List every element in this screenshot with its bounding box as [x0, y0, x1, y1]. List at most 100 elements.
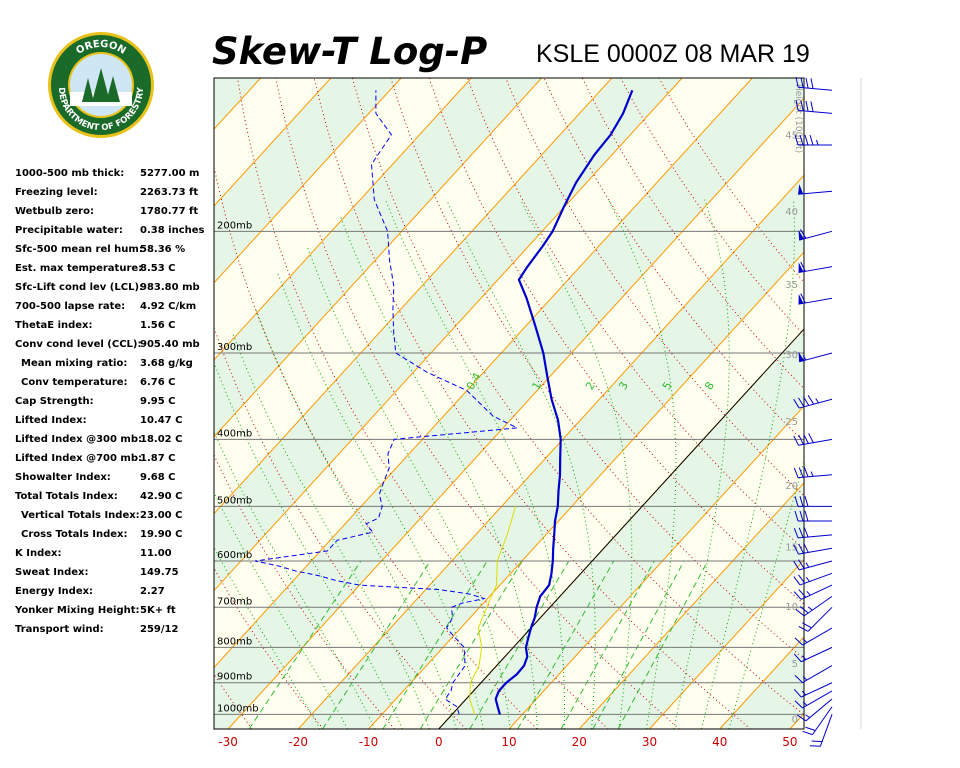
- wind-barb-half-feather: [801, 655, 807, 660]
- index-label: Sweat Index:: [15, 567, 89, 578]
- wind-barb: [798, 261, 833, 274]
- wind-barb-shaft: [805, 698, 833, 722]
- wind-barb-feather: [796, 714, 807, 722]
- wind-barb-flag: [798, 262, 804, 273]
- wind-barb-feather: [795, 76, 799, 88]
- wind-barb-feather: [795, 609, 805, 617]
- index-value: 1.56 C: [140, 320, 176, 331]
- wind-barb-feather: [804, 496, 809, 507]
- wind-barb-feather: [794, 496, 799, 507]
- wind-barb-feather: [795, 100, 799, 111]
- height-tick-label: 45: [785, 130, 798, 141]
- wind-barb-feather: [793, 560, 800, 571]
- wind-barb-shaft: [798, 190, 833, 195]
- wind-barb: [798, 606, 833, 632]
- zero-isotherm: [438, 328, 804, 729]
- series-temperature-line: [494, 89, 634, 715]
- wind-barb-feather: [809, 745, 821, 747]
- wind-barb: [794, 496, 832, 507]
- index-label: Energy Index:: [15, 586, 94, 597]
- oregon-forestry-logo: OREGON DEPARTMENT OF FORESTRY: [48, 32, 154, 138]
- wind-barb-feather: [804, 510, 809, 522]
- index-value: 149.75: [140, 567, 179, 578]
- wind-barb-feather: [798, 527, 804, 538]
- mixing-ratio-line: [560, 560, 655, 729]
- wind-barb: [798, 351, 833, 363]
- isotherm-line: [214, 78, 542, 438]
- index-label: Lifted Index @700 mb:: [15, 453, 142, 464]
- wind-barb-shaft: [800, 646, 833, 663]
- wind-barb: [796, 698, 833, 722]
- isotherm-line: [214, 78, 402, 284]
- index-value: 23.00 C: [140, 510, 183, 521]
- svg-text:OREGON: OREGON: [74, 39, 127, 57]
- wind-barb-feather: [798, 397, 805, 408]
- wind-barb: [794, 690, 833, 709]
- series-dewpoint-line: [254, 90, 519, 715]
- index-label: Lifted Index:: [15, 415, 87, 426]
- height-tick-label: 30: [785, 350, 798, 361]
- wind-barb-feather: [794, 675, 803, 683]
- index-label: Freezing level:: [15, 187, 98, 198]
- index-label: Transport wind:: [15, 624, 104, 635]
- isotherm-line: [214, 78, 613, 515]
- wind-barb-shaft: [798, 86, 833, 91]
- mixing-ratio-line: [419, 560, 523, 729]
- wind-barb: [794, 510, 832, 522]
- wind-barb-feather: [793, 653, 802, 663]
- wind-barb: [793, 559, 833, 571]
- index-value: 2263.73 ft: [140, 187, 199, 198]
- wind-barb-half-feather: [802, 638, 808, 643]
- wind-barb-feather: [802, 730, 813, 736]
- index-value: 905.40 mb: [140, 339, 200, 350]
- index-value: 58.36 %: [140, 244, 186, 255]
- index-label: ThetaE index:: [15, 320, 93, 331]
- wind-barb: [798, 184, 833, 195]
- index-label: Mean mixing ratio:: [21, 358, 128, 369]
- series-wet-bulb-line: [469, 506, 517, 715]
- pressure-level-label: 800mb: [217, 636, 252, 647]
- index-value: 5277.00 m: [140, 168, 200, 179]
- wind-barb: [795, 595, 833, 617]
- x-tick-label: 50: [782, 735, 797, 749]
- x-tick-label: 30: [642, 735, 657, 749]
- mixing-ratio-line: [617, 560, 709, 729]
- wind-barb-feather: [807, 395, 815, 405]
- index-label: Cap Strength:: [15, 396, 94, 407]
- index-value: 8.53 C: [140, 263, 176, 274]
- wind-barb-feather: [805, 726, 816, 731]
- pressure-level-label: 300mb: [217, 342, 252, 353]
- wind-barb-feather: [803, 542, 809, 553]
- index-label: Wetbulb zero:: [15, 206, 94, 217]
- mixing-ratio-line: [592, 560, 685, 729]
- wind-barb-half-feather: [805, 562, 810, 568]
- dry-adiabat: [214, 326, 467, 729]
- wind-barb-shaft: [802, 665, 833, 684]
- mixing-ratio-line: [248, 560, 362, 729]
- wind-barb: [793, 527, 833, 539]
- wind-barb-feather: [799, 510, 804, 522]
- wind-barb-half-feather: [806, 590, 811, 596]
- wind-barb-feather: [798, 574, 806, 584]
- wind-barb-half-feather: [815, 398, 819, 404]
- x-tick-label: 0: [435, 735, 443, 749]
- index-value: 5K+ ft: [140, 605, 176, 616]
- moist-adiabat: [255, 309, 457, 729]
- index-value: 1.87 C: [140, 453, 176, 464]
- wind-barb-feather: [794, 637, 803, 646]
- wind-barb-column: [793, 76, 833, 747]
- mixing-ratio-line: [322, 560, 431, 729]
- isotherm-line: [649, 559, 804, 729]
- wind-barb-feather: [794, 134, 799, 146]
- wind-barb-feather: [799, 606, 809, 614]
- wind-barb-shaft: [798, 474, 833, 479]
- height-tick-label: 5: [792, 659, 798, 670]
- chart-title: Skew-T Log-P: [212, 30, 488, 73]
- index-value: 9.95 C: [140, 396, 176, 407]
- index-label: Yonker Mixing Height:: [15, 605, 140, 616]
- index-label: Lifted Index @300 mb:: [15, 434, 142, 445]
- wind-barb: [793, 572, 833, 586]
- wind-barb-feather: [798, 434, 804, 445]
- wind-barb-feather: [810, 101, 814, 112]
- wind-barb-feather: [794, 510, 799, 522]
